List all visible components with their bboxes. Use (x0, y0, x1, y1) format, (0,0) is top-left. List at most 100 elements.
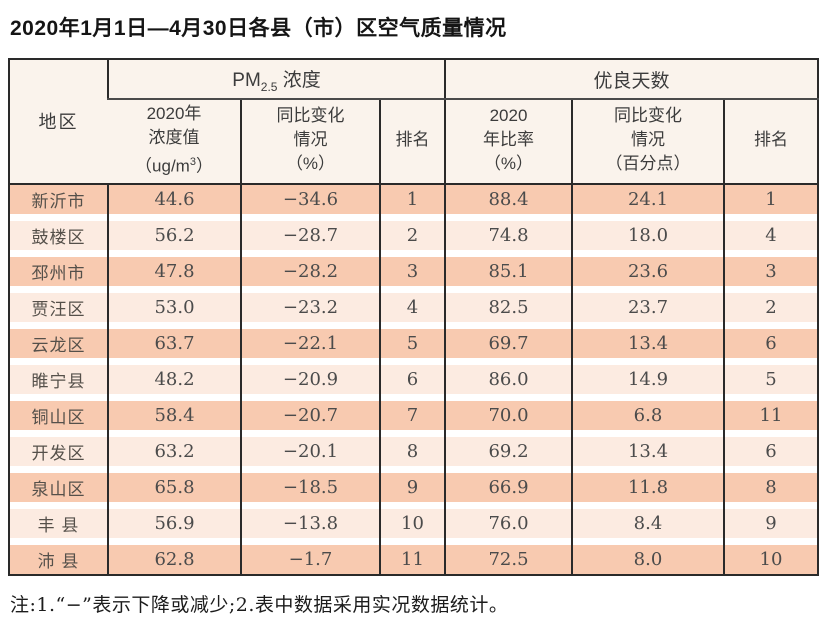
cell-pm-change-value: −20.1 (242, 436, 379, 466)
cell-pm-rank: 9 (379, 472, 445, 509)
cell-pm-value: 47.8 (107, 256, 241, 293)
column-header-good-rank: 排名 (722, 99, 819, 185)
cell-good-rate-value: 88.4 (446, 184, 571, 214)
cell-pm-change: −34.6 (240, 183, 380, 221)
table-row: 云龙区 63.7 −22.1 5 69.7 13.4 6 (9, 328, 819, 365)
cell-good-rank-value: 11 (725, 400, 818, 430)
page-title: 2020年1月1日—4月30日各县（市）区空气质量情况 (10, 17, 507, 40)
cell-pm-value: 63.2 (107, 436, 241, 473)
air-quality-table: 地区 PM2.5 浓度 优良天数 2020年 浓度值 （ug/m3） 同比变化 … (8, 58, 820, 576)
cell-region: 泉山区 (9, 472, 108, 509)
cell-pm-value: 65.8 (107, 472, 241, 509)
cell-region-value: 丰 县 (10, 508, 107, 538)
cell-good-change-value: 23.7 (573, 292, 723, 322)
cell-good-rank: 8 (722, 472, 819, 509)
table-body: 新沂市 44.6 −34.6 1 88.4 24.1 1 鼓楼区 56.2 −28.7 2 74.8 1… (9, 183, 819, 575)
table-row: 睢宁县 48.2 −20.9 6 86.0 14.9 5 (9, 364, 819, 401)
cell-good-rate-value: 85.1 (446, 256, 571, 286)
cell-good-rate-value: 72.5 (446, 544, 571, 574)
cell-pm-value-value: 56.2 (109, 220, 240, 250)
cell-region: 丰 县 (9, 508, 108, 545)
cell-good-rank: 2 (722, 292, 819, 329)
table-row: 邳州市 47.8 −28.2 3 85.1 23.6 3 (9, 256, 819, 293)
cell-pm-rank-value: 2 (381, 220, 444, 250)
cell-pm-value-value: 63.7 (109, 328, 240, 358)
cell-good-change: 23.6 (571, 256, 724, 293)
cell-good-rate: 70.0 (444, 400, 572, 437)
column-header-pm-change: 同比变化 情况 （%） (240, 99, 380, 185)
cell-good-change-value: 23.6 (573, 256, 723, 286)
cell-pm-value: 44.6 (107, 183, 241, 221)
pm-value-unit: （ug/m3） (135, 156, 213, 176)
cell-good-rate: 88.4 (444, 183, 572, 221)
pm-value-line1: 2020年 (146, 104, 202, 123)
cell-region: 新沂市 (9, 183, 108, 221)
cell-good-rate: 69.2 (444, 436, 572, 473)
cell-region-value: 云龙区 (10, 328, 107, 358)
cell-pm-rank: 8 (379, 436, 445, 473)
cell-region-value: 睢宁县 (10, 364, 107, 394)
cell-good-change: 6.8 (571, 400, 724, 437)
cell-good-change-value: 8.4 (573, 508, 723, 538)
cell-good-rank: 3 (722, 256, 819, 293)
cell-good-rate-value: 69.7 (446, 328, 571, 358)
cell-pm-value-value: 47.8 (109, 256, 240, 286)
cell-region-value: 铜山区 (10, 400, 107, 430)
cell-good-rank: 5 (722, 364, 819, 401)
cell-good-change: 23.7 (571, 292, 724, 329)
cell-region-value: 鼓楼区 (10, 220, 107, 250)
cell-pm-rank: 11 (379, 544, 445, 575)
pm25-label-subscript: 2.5 (260, 79, 278, 94)
cell-pm-value: 62.8 (107, 544, 241, 575)
cell-pm-change-value: −20.9 (242, 364, 379, 394)
cell-good-rate-value: 66.9 (446, 472, 571, 502)
cell-good-rank-value: 10 (725, 544, 818, 574)
table-row: 鼓楼区 56.2 −28.7 2 74.8 18.0 4 (9, 220, 819, 257)
pm25-label-prefix: PM (232, 69, 261, 91)
cell-pm-value-value: 48.2 (109, 364, 240, 394)
cell-pm-change: −20.9 (240, 364, 380, 401)
cell-region: 鼓楼区 (9, 220, 108, 257)
cell-good-change-value: 8.0 (573, 544, 723, 574)
cell-good-change-value: 24.1 (573, 184, 723, 214)
cell-pm-change-value: −34.6 (242, 184, 379, 214)
cell-pm-rank: 3 (379, 256, 445, 293)
footnote: 注:1.“−”表示下降或减少;2.表中数据采用实况数据统计。 (10, 593, 509, 616)
cell-good-rate-value: 86.0 (446, 364, 571, 394)
cell-pm-value-value: 63.2 (109, 436, 240, 466)
cell-good-rank-value: 6 (725, 328, 818, 358)
cell-good-rank: 9 (722, 508, 819, 545)
cell-pm-change-value: −23.2 (242, 292, 379, 322)
cell-good-rank-value: 8 (725, 472, 818, 502)
cell-pm-change-value: −28.7 (242, 220, 379, 250)
cell-good-rank-value: 6 (725, 436, 818, 466)
cell-pm-rank-value: 5 (381, 328, 444, 358)
cell-pm-change-value: −22.1 (242, 328, 379, 358)
cell-region-value: 贾汪区 (10, 292, 107, 322)
cell-pm-change-value: −18.5 (242, 472, 379, 502)
cell-region: 睢宁县 (9, 364, 108, 401)
cell-pm-rank: 4 (379, 292, 445, 329)
table-row: 丰 县 56.9 −13.8 10 76.0 8.4 9 (9, 508, 819, 545)
cell-good-change-value: 18.0 (573, 220, 723, 250)
table-header: 地区 PM2.5 浓度 优良天数 2020年 浓度值 （ug/m3） 同比变化 … (9, 59, 819, 185)
pm25-label-suffix: 浓度 (277, 69, 321, 91)
column-header-pm-rank: 排名 (379, 99, 445, 185)
cell-region: 云龙区 (9, 328, 108, 365)
cell-region-value: 新沂市 (10, 184, 107, 214)
cell-pm-change-value: −20.7 (242, 400, 379, 430)
cell-pm-change: −20.7 (240, 400, 380, 437)
cell-pm-rank: 1 (379, 183, 445, 221)
cell-pm-change: −20.1 (240, 436, 380, 473)
cell-good-rank: 1 (722, 183, 819, 221)
table-row: 沛 县 62.8 −1.7 11 72.5 8.0 10 (9, 544, 819, 575)
cell-pm-rank: 6 (379, 364, 445, 401)
cell-good-rate: 74.8 (444, 220, 572, 257)
cell-pm-change: −23.2 (240, 292, 380, 329)
cell-pm-value: 48.2 (107, 364, 241, 401)
cell-good-rate-value: 76.0 (446, 508, 571, 538)
cell-pm-rank-value: 8 (381, 436, 444, 466)
cell-good-rank: 6 (722, 436, 819, 473)
cell-pm-value-value: 56.9 (109, 508, 240, 538)
